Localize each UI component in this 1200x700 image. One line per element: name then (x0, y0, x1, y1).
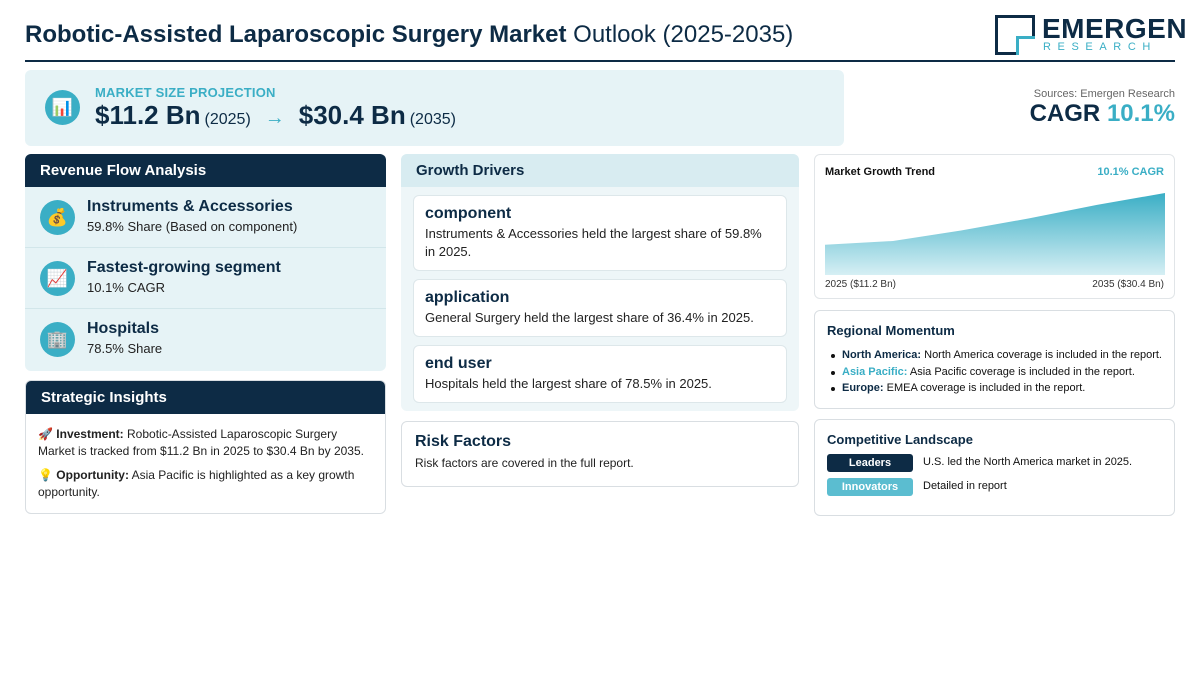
trend-start-label: 2025 ($11.2 Bn) (825, 279, 896, 290)
driver-card-component: component Instruments & Accessories held… (413, 195, 787, 271)
bar-chart-icon: 📊 (45, 90, 80, 125)
competitive-row-leaders: Leaders U.S. led the North America marke… (827, 454, 1162, 478)
revenue-flow-heading: Revenue Flow Analysis (25, 154, 386, 187)
growth-drivers-heading: Growth Drivers (401, 154, 799, 187)
revenue-item-subtitle: 59.8% Share (Based on component) (87, 219, 298, 234)
growth-area-series (825, 193, 1165, 275)
region-name: North America: (842, 349, 922, 361)
region-item-north-america: North America: North America coverage is… (827, 347, 1162, 364)
strategic-insights-heading: Strategic Insights (26, 381, 385, 414)
projection-end-value: $30.4 Bn (298, 100, 406, 130)
trend-title: Market Growth Trend (825, 166, 936, 178)
revenue-item-title: Instruments & Accessories (87, 198, 293, 215)
revenue-item-title: Hospitals (87, 320, 160, 337)
region-text: North America coverage is included in th… (924, 349, 1162, 361)
leaders-badge: Leaders (827, 454, 913, 472)
chart-increasing-icon: 📈 (40, 261, 75, 296)
projection-start-year: (2025) (204, 111, 251, 128)
projection-start-value: $11.2 Bn (95, 100, 201, 130)
revenue-item: 💰 Instruments & Accessories 59.8% Share … (25, 187, 386, 248)
revenue-flow-panel: Revenue Flow Analysis 💰 Instruments & Ac… (25, 154, 386, 371)
page-title: Robotic-Assisted Laparoscopic Surgery Ma… (25, 20, 793, 50)
cagr-value: 10.1% (1106, 100, 1175, 127)
investment-label: Investment: (56, 427, 124, 441)
revenue-item-subtitle: 10.1% CAGR (87, 280, 166, 295)
competitive-landscape-heading: Competitive Landscape (827, 432, 973, 447)
competitive-landscape-panel: Competitive Landscape Leaders U.S. led t… (814, 419, 1175, 516)
risk-factors-heading: Risk Factors (415, 433, 512, 450)
strategic-insights-panel: Strategic Insights 🚀 Investment: Robotic… (25, 380, 386, 514)
cagr-summary: CAGR 10.1% (1030, 100, 1175, 128)
opportunity-text: Asia Pacific is highlighted as a key gro… (38, 468, 355, 499)
driver-description: General Surgery held the largest share o… (425, 310, 754, 325)
revenue-item-subtitle: 78.5% Share (87, 341, 163, 356)
emergen-research-logo[interactable]: EMERGEN RESEARCH (995, 14, 1187, 56)
region-item-europe: Europe: EMEA coverage is included in the… (827, 380, 1162, 397)
driver-title: application (425, 289, 510, 306)
revenue-item-title: Fastest-growing segment (87, 259, 281, 276)
competitive-row-innovators: Innovators Detailed in report (827, 478, 1162, 502)
risk-factors-panel: Risk Factors Risk factors are covered in… (401, 421, 799, 487)
right-arrow-icon: → (264, 107, 285, 129)
opportunity-label: Opportunity: (56, 468, 129, 482)
innovators-text: Detailed in report (923, 480, 1007, 492)
hospital-icon: 🏢 (40, 322, 75, 357)
money-bag-icon: 💰 (40, 200, 75, 235)
driver-title: end user (425, 355, 492, 372)
innovators-badge: Innovators (827, 478, 913, 496)
cagr-label: CAGR (1029, 100, 1101, 127)
region-text: Asia Pacific coverage is included in the… (909, 365, 1135, 378)
driver-card-application: application General Surgery held the lar… (413, 279, 787, 337)
revenue-item: 📈 Fastest-growing segment 10.1% CAGR (25, 248, 386, 309)
trend-end-label: 2035 ($30.4 Bn) (1092, 279, 1164, 290)
growth-drivers-panel: Growth Drivers component Instruments & A… (401, 154, 799, 411)
opportunity-insight: 💡 Opportunity: Asia Pacific is highlight… (38, 467, 373, 501)
projection-label: MARKET SIZE PROJECTION (95, 85, 276, 100)
revenue-item: 🏢 Hospitals 78.5% Share (25, 309, 386, 370)
investment-text: Robotic-Assisted Laparoscopic Surgery Ma… (38, 427, 364, 458)
driver-card-end-user: end user Hospitals held the largest shar… (413, 345, 787, 403)
driver-description: Instruments & Accessories held the large… (425, 226, 762, 259)
region-text: EMEA coverage is included in the report. (886, 382, 1086, 394)
sources-note: Sources: Emergen Research (1033, 88, 1175, 100)
rocket-icon: 🚀 (38, 427, 53, 441)
market-size-projection: 📊 MARKET SIZE PROJECTION $11.2 Bn (2025) →… (25, 70, 844, 146)
regional-momentum-heading: Regional Momentum (827, 323, 955, 338)
region-name: Europe: (842, 382, 884, 394)
logo-name: EMERGEN (1042, 13, 1188, 44)
logo-mark-icon (995, 15, 1035, 55)
risk-factors-description: Risk factors are covered in the full rep… (415, 456, 634, 470)
region-item-asia-pacific: Asia Pacific: Asia Pacific coverage is i… (827, 364, 1162, 381)
regional-momentum-panel: Regional Momentum North America: North A… (814, 310, 1175, 409)
market-growth-trend-panel: Market Growth Trend 10.1% CAGR 2025 ($11… (814, 154, 1175, 299)
investment-insight: 🚀 Investment: Robotic-Assisted Laparosco… (38, 426, 373, 460)
strategic-insights-body: 🚀 Investment: Robotic-Assisted Laparosco… (26, 414, 385, 501)
page-title-main: Robotic-Assisted Laparoscopic Surgery Ma… (25, 21, 567, 48)
driver-description: Hospitals held the largest share of 78.5… (425, 376, 712, 391)
region-name: Asia Pacific: (842, 365, 908, 378)
leaders-text: U.S. led the North America market in 202… (923, 456, 1133, 468)
growth-area-chart (825, 193, 1165, 275)
logo-subtitle: RESEARCH (1043, 41, 1157, 53)
projection-end-year: (2035) (409, 111, 456, 128)
trend-cagr-label: 10.1% CAGR (1097, 166, 1164, 178)
projection-values: $11.2 Bn (2025) → $30.4 Bn (2035) (95, 100, 456, 131)
page-title-period: Outlook (2025-2035) (573, 21, 794, 48)
page-header: Robotic-Assisted Laparoscopic Surgery Ma… (25, 12, 1187, 62)
regional-list: North America: North America coverage is… (827, 347, 1162, 397)
light-bulb-icon: 💡 (38, 468, 53, 482)
driver-title: component (425, 205, 512, 222)
